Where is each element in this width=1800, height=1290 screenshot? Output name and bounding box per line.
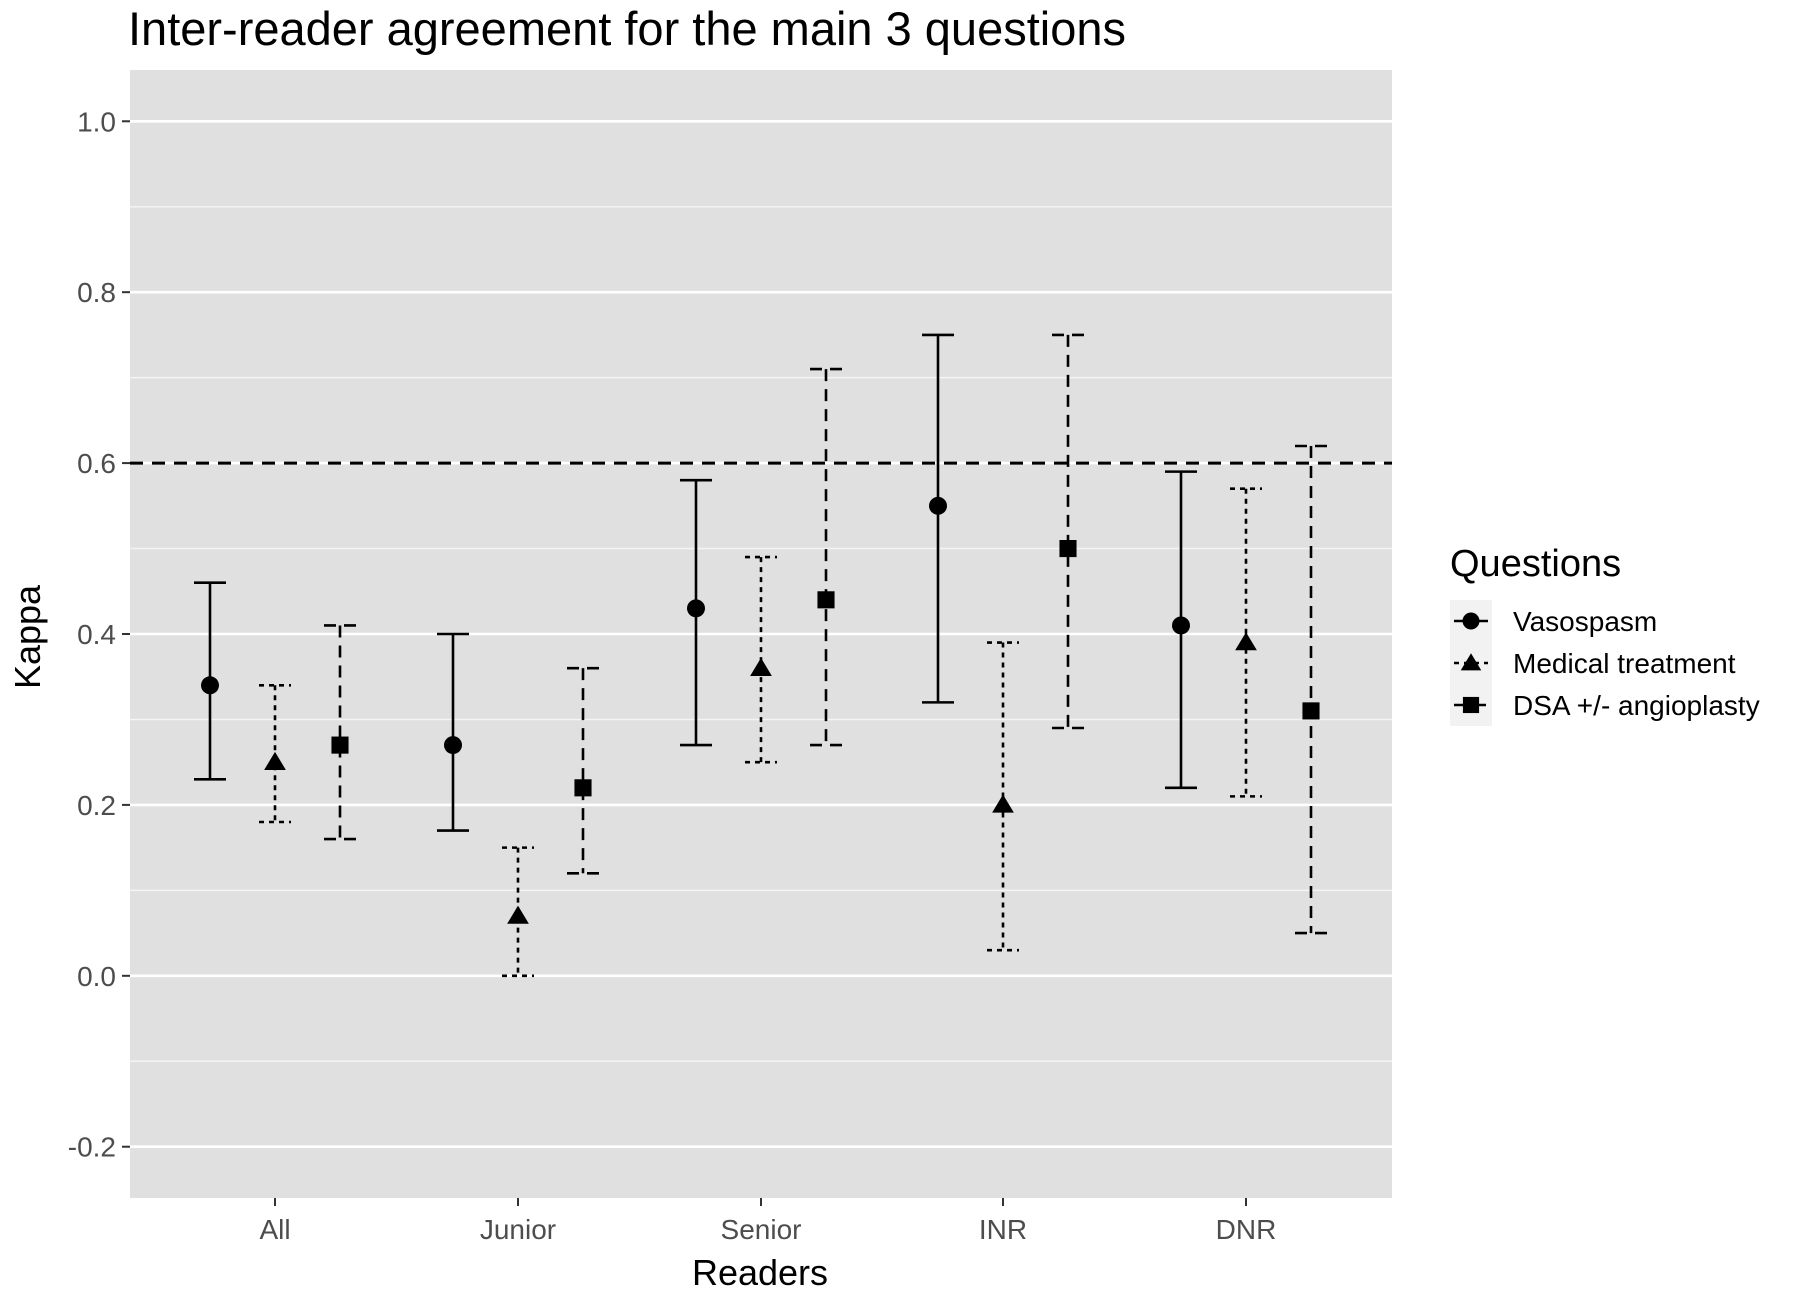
data-point xyxy=(817,591,835,609)
legend-entry-label: Medical treatment xyxy=(1513,648,1736,679)
data-point xyxy=(1235,632,1257,651)
x-tick-label: All xyxy=(259,1214,290,1245)
legend-key-marker xyxy=(1462,696,1480,714)
data-point xyxy=(1059,539,1077,558)
data-point xyxy=(264,751,286,770)
legend-key-marker xyxy=(1460,653,1482,671)
data-point xyxy=(750,657,772,676)
data-point xyxy=(1172,616,1190,635)
y-tick-label: 0.2 xyxy=(77,790,116,821)
series-dsa-angioplasty xyxy=(324,333,1327,935)
x-tick-label: INR xyxy=(979,1214,1027,1245)
y-tick-label: -0.2 xyxy=(68,1132,116,1163)
data-point xyxy=(444,736,462,755)
data-point xyxy=(574,779,592,797)
axes: -0.2 0.0 0.2 0.4 0.6 0.8 1.0 All Junior Senior INR… xyxy=(68,106,1277,1245)
y-tick-label: 0.0 xyxy=(77,961,116,992)
y-tick-label: 0.6 xyxy=(77,448,116,479)
y-tick-label: 0.8 xyxy=(77,277,116,308)
x-tick-label: DNR xyxy=(1216,1214,1277,1245)
plot-panel xyxy=(130,70,1392,1198)
plot-marks xyxy=(194,333,1327,978)
chart-title: Inter-reader agreement for the main 3 qu… xyxy=(128,2,1126,55)
series-medical-treatment xyxy=(259,487,1262,978)
legend-key-marker xyxy=(1462,612,1480,630)
legend: Questions Vasospasm Medical treatment DSA … xyxy=(1450,543,1760,726)
y-tick-label: 1.0 xyxy=(77,106,116,137)
legend-title: Questions xyxy=(1450,543,1621,585)
series-vasospasm xyxy=(194,333,1197,832)
x-tick-label: Junior xyxy=(480,1214,556,1245)
data-point xyxy=(1302,702,1320,720)
data-point xyxy=(331,736,349,754)
data-point xyxy=(687,599,705,618)
legend-entry-label: Vasospasm xyxy=(1513,606,1657,637)
x-axis-title: Readers xyxy=(692,1252,828,1290)
y-axis-title: Kappa xyxy=(7,584,48,689)
data-point xyxy=(507,905,529,924)
y-tick-label: 0.4 xyxy=(77,619,116,650)
data-point xyxy=(992,794,1014,813)
legend-entry-label: DSA +/- angioplasty xyxy=(1513,690,1760,721)
data-point xyxy=(201,676,219,695)
x-tick-label: Senior xyxy=(721,1214,802,1245)
data-point xyxy=(929,496,947,515)
